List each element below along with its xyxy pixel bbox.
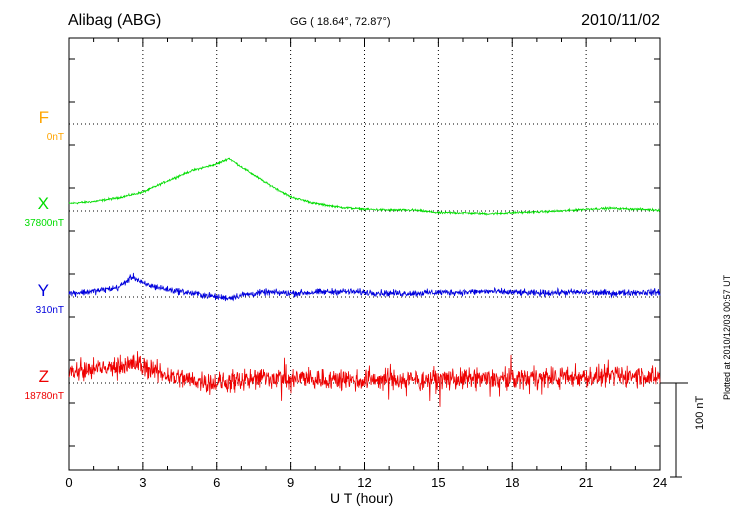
x-tick-label: 3 [139,475,146,490]
baseline-label-f: 0nT [46,132,64,143]
x-axis-label: U T (hour) [330,490,394,506]
series-line-z [68,351,661,407]
scale-bar-label: 100 nT [694,395,706,430]
x-tick-label: 9 [287,475,294,490]
component-label-y: Y [37,281,49,300]
plot-date: 2010/11/02 [581,12,660,29]
x-tick-label: 12 [357,475,371,490]
series-line-y [68,272,661,302]
baseline-label-y: 310nT [35,305,64,316]
x-tick-label: 0 [65,475,72,490]
component-label-z: Z [38,367,49,386]
baseline-label-z: 18780nT [24,391,64,402]
plotted-timestamp: Plotted at 2010/12/03 00:57 UT [722,274,730,400]
baseline-label-x: 37800nT [24,218,64,229]
x-tick-label: 6 [213,475,220,490]
station-title: Alibag (ABG) [68,12,162,29]
component-label-f: F [38,108,49,127]
x-tick-label: 18 [505,475,519,490]
series-line-x [68,157,661,216]
x-tick-label: 21 [579,475,593,490]
station-coordinates: GG ( 18.64°, 72.87°) [290,16,391,28]
component-label-x: X [37,194,49,213]
x-tick-label: 24 [653,475,667,490]
x-tick-label: 15 [431,475,445,490]
